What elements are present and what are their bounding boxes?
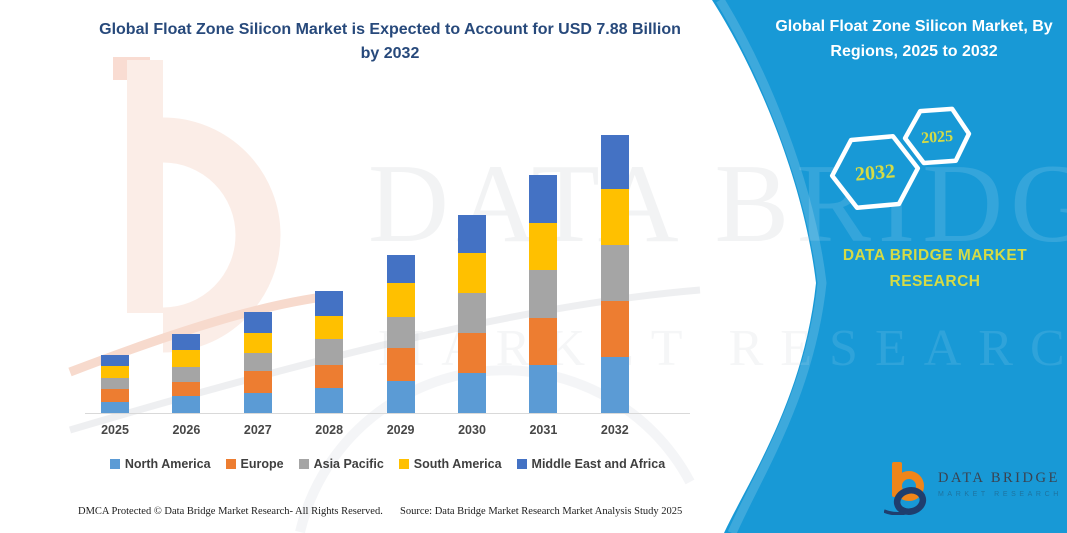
- bar-segment-2026-middle-east-and-africa: [172, 334, 201, 350]
- bar-segment-2031-asia-pacific: [529, 270, 558, 319]
- chart-legend: North America Europe Asia Pacific South Ame…: [85, 457, 690, 471]
- footer-source-text: Source: Data Bridge Market Research Mark…: [400, 506, 683, 517]
- side-panel-title-line1: Global Float Zone Silicon Market, By: [775, 18, 1053, 35]
- bar-segment-2031-middle-east-and-africa: [529, 175, 558, 224]
- legend-item-south-america: South America: [398, 457, 502, 471]
- legend-item-asia-pacific: Asia Pacific: [298, 457, 384, 471]
- bar-segment-2032-south-america: [600, 188, 629, 245]
- hexagon-2025-label: 2025: [921, 128, 954, 147]
- bar-segment-2032-asia-pacific: [600, 244, 629, 301]
- bar-segment-2032-north-america: [600, 356, 629, 413]
- page-title: Global Float Zone Silicon Market is Expe…: [65, 18, 715, 66]
- bar-segment-2032-middle-east-and-africa: [600, 134, 629, 189]
- legend-label: Middle East and Africa: [531, 457, 666, 471]
- logo-subtext: MARKET RESEARCH: [938, 491, 1062, 498]
- legend-swatch-icon: [398, 459, 409, 469]
- bar-segment-2025-asia-pacific: [101, 378, 129, 390]
- bar-2030: [458, 215, 486, 413]
- bar-segment-2031-north-america: [529, 365, 558, 413]
- bar-segment-2027-south-america: [243, 332, 272, 354]
- side-panel-brand-line1: DATA BRIDGE MARKET: [842, 247, 1028, 264]
- bar-segment-2026-south-america: [172, 349, 201, 367]
- legend-label: North America: [124, 457, 211, 471]
- side-panel-title: Global Float Zone Silicon Market, By Reg…: [768, 14, 1060, 64]
- bar-segment-2028-middle-east-and-africa: [315, 290, 344, 317]
- page-title-line1: Global Float Zone Silicon Market is Expe…: [99, 21, 681, 38]
- x-tick-2031: 2031: [529, 423, 558, 437]
- bar-segment-2029-middle-east-and-africa: [386, 254, 415, 283]
- x-tick-2025: 2025: [101, 423, 129, 437]
- bar-segment-2030-north-america: [458, 373, 486, 413]
- hexagon-2032-badge: 2032: [829, 134, 921, 210]
- bar-segment-2030-south-america: [458, 253, 486, 294]
- bar-segment-2025-south-america: [101, 366, 129, 379]
- logo-wordmark: DATA BRIDGE: [938, 470, 1060, 486]
- bar-segment-2029-europe: [386, 347, 415, 381]
- legend-label: South America: [413, 457, 502, 471]
- bar-segment-2030-middle-east-and-africa: [458, 215, 486, 254]
- bar-segment-2025-north-america: [101, 402, 129, 413]
- bar-2028: [315, 290, 344, 413]
- data-bridge-logo-text: DATA BRIDGE MARKET RESEARCH: [938, 470, 1062, 498]
- bar-2027: [243, 311, 272, 413]
- bar-segment-2026-asia-pacific: [172, 366, 201, 383]
- bar-segment-2027-middle-east-and-africa: [243, 311, 272, 333]
- side-panel-brand-line2: RESEARCH: [889, 273, 981, 290]
- x-tick-2027: 2027: [243, 423, 272, 437]
- bar-segment-2032-europe: [600, 300, 629, 357]
- legend-swatch-icon: [109, 459, 120, 469]
- data-bridge-logo: DATA BRIDGE MARKET RESEARCH: [884, 461, 1062, 515]
- legend-swatch-icon: [225, 459, 236, 469]
- hexagon-2032-label: 2032: [854, 160, 896, 185]
- bar-segment-2026-north-america: [172, 396, 201, 413]
- footer-dmca-text: DMCA Protected © Data Bridge Market Rese…: [78, 506, 383, 517]
- bar-segment-2029-asia-pacific: [386, 316, 415, 348]
- x-tick-2030: 2030: [458, 423, 486, 437]
- bar-segment-2029-south-america: [386, 282, 415, 317]
- side-panel-brand-text: DATA BRIDGE MARKET RESEARCH: [790, 243, 1067, 295]
- bar-segment-2027-asia-pacific: [243, 353, 272, 372]
- bar-segment-2027-europe: [243, 371, 272, 393]
- x-tick-2032: 2032: [600, 423, 629, 437]
- legend-label: Asia Pacific: [313, 457, 384, 471]
- bar-segment-2026-europe: [172, 382, 201, 397]
- bar-segment-2028-europe: [315, 365, 344, 388]
- legend-item-north-america: North America: [109, 457, 211, 471]
- side-panel-title-line2: Regions, 2025 to 2032: [830, 43, 998, 60]
- bar-segment-2028-south-america: [315, 316, 344, 339]
- legend-swatch-icon: [516, 459, 527, 469]
- bar-segment-2028-north-america: [315, 387, 344, 413]
- x-tick-2028: 2028: [315, 423, 344, 437]
- bar-segment-2030-europe: [458, 333, 486, 374]
- page-title-line2: by 2032: [360, 45, 420, 62]
- bar-2031: [529, 175, 558, 413]
- bar-segment-2025-middle-east-and-africa: [101, 355, 129, 367]
- bar-2026: [172, 334, 201, 413]
- bar-segment-2029-north-america: [386, 380, 415, 413]
- legend-item-europe: Europe: [225, 457, 284, 471]
- plot-area: [85, 128, 690, 414]
- x-axis-labels: 2025 2026 2027 2028 2029 2030 2031 2032: [85, 423, 690, 443]
- x-tick-2029: 2029: [386, 423, 415, 437]
- bar-segment-2027-north-america: [243, 392, 272, 413]
- legend-swatch-icon: [298, 459, 309, 469]
- data-bridge-logo-icon: [884, 462, 927, 515]
- legend-item-middle-east-and-africa: Middle East and Africa: [516, 457, 666, 471]
- x-tick-2026: 2026: [172, 423, 201, 437]
- bar-segment-2025-europe: [101, 389, 129, 403]
- bar-segment-2030-asia-pacific: [458, 293, 486, 334]
- bar-2025: [101, 355, 129, 413]
- bar-segment-2031-south-america: [529, 223, 558, 271]
- legend-label: Europe: [240, 457, 284, 471]
- bar-segment-2028-asia-pacific: [315, 338, 344, 366]
- bar-2029: [386, 254, 415, 413]
- hexagon-2025-badge: 2025: [902, 106, 972, 166]
- bar-segment-2031-europe: [529, 318, 558, 365]
- bar-2032: [600, 134, 629, 413]
